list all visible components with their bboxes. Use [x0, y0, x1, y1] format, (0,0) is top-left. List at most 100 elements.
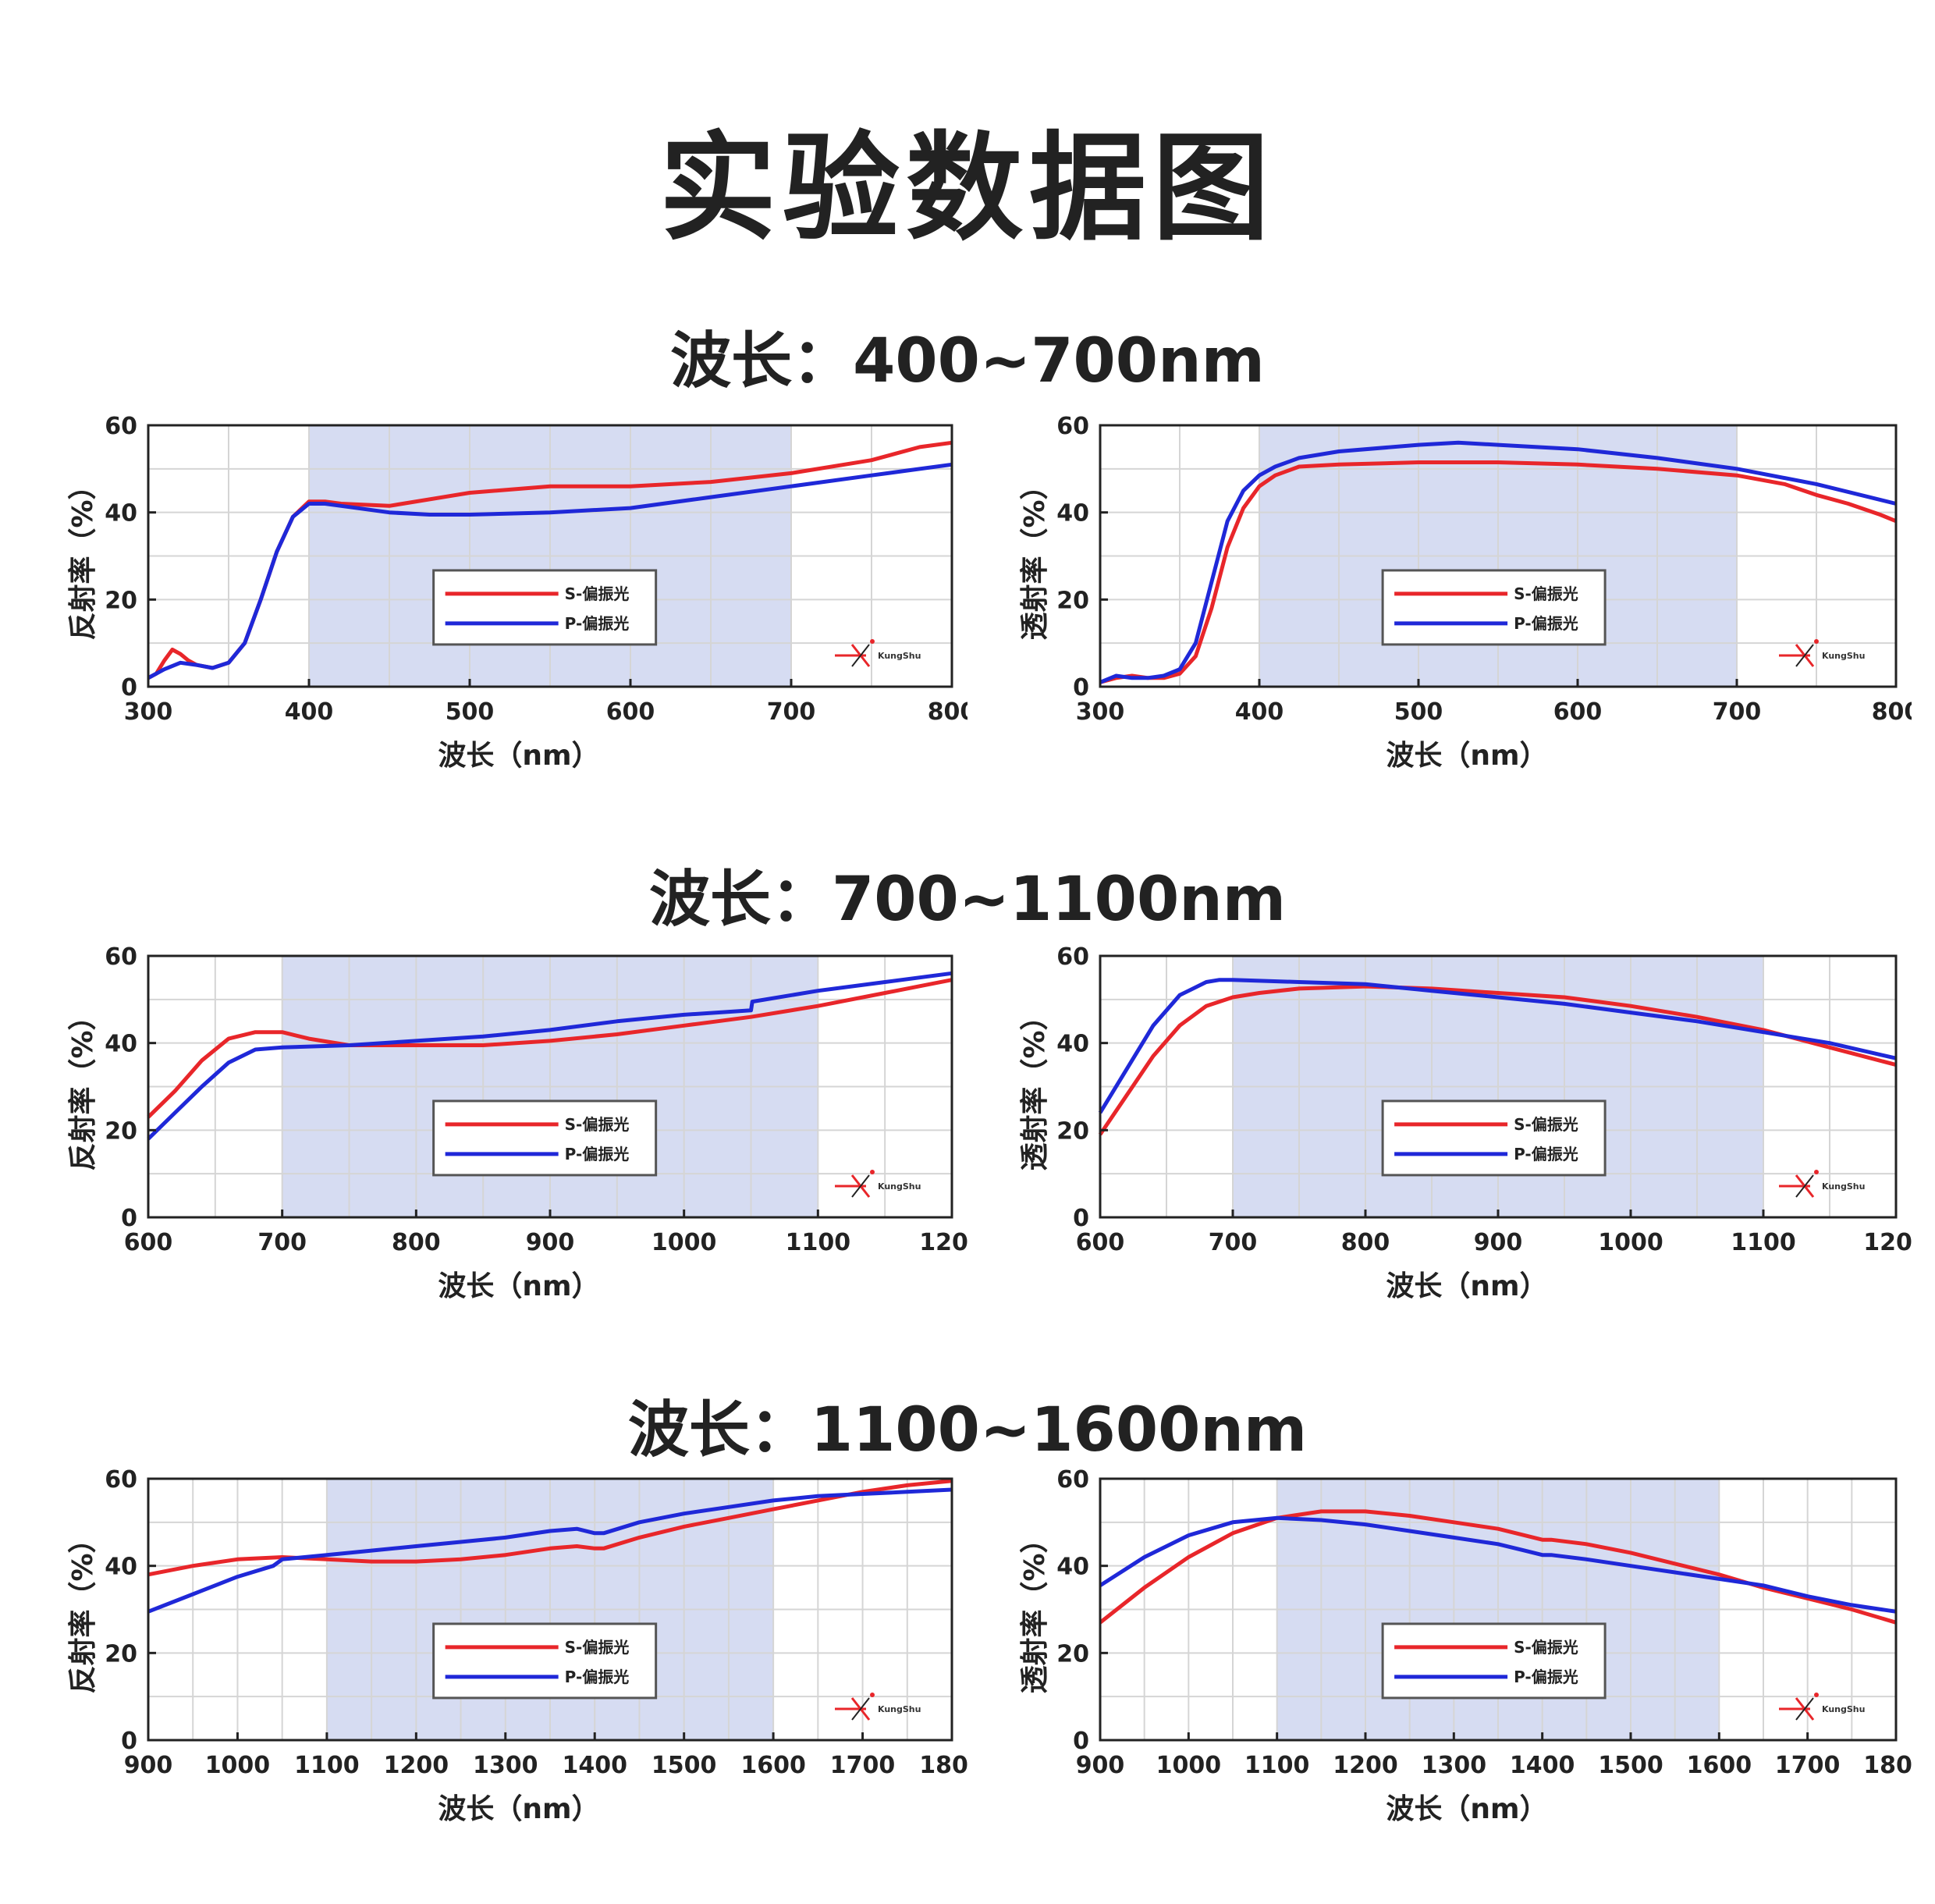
legend: S-偏振光 P-偏振光: [432, 1622, 658, 1700]
chart-transmittance-400-700: 300 400 500 600 700 800 0 20 40 60 波长（nm） 透射率（%） S-偏…: [1019, 413, 1912, 772]
x-tick-label: 1000: [205, 1752, 271, 1779]
x-tick-label: 500: [446, 698, 495, 726]
x-tick-label: 300: [124, 698, 173, 726]
y-tick-label: 60: [105, 943, 137, 971]
y-tick-label: 40: [105, 1554, 137, 1581]
legend-label-s: S-偏振光: [565, 1638, 630, 1657]
legend-box: [432, 1099, 658, 1177]
x-tick-label: 400: [285, 698, 334, 726]
y-axis-label: 反射率（%）: [67, 471, 99, 640]
x-tick-label: 1100: [1731, 1229, 1796, 1256]
section-title-2: 波长：700~1100nm: [648, 865, 1287, 935]
x-tick-label: 1100: [1244, 1752, 1310, 1779]
kungshu-laser-logo-icon: KungShu: [1779, 639, 1865, 667]
y-tick-label: 60: [1056, 413, 1089, 440]
y-tick-label: 40: [105, 500, 137, 528]
x-tick-label: 1300: [473, 1752, 538, 1779]
x-tick-label: 1500: [652, 1752, 717, 1779]
y-tick-label: 60: [1056, 1466, 1089, 1494]
y-tick-label: 40: [1056, 500, 1089, 528]
plot-frame: [147, 1477, 953, 1742]
y-tick-label: 20: [105, 1640, 137, 1668]
y-tick-label: 20: [105, 587, 137, 614]
x-tick-label: 1100: [786, 1229, 851, 1256]
y-tick-label: 60: [105, 1466, 137, 1494]
x-tick-label: 1200: [919, 1229, 968, 1256]
x-tick-label: 900: [1474, 1229, 1523, 1256]
chart-transmittance-700-1100: 600 700 800 900 1000 1100 1200 0 20 40 60 波长（nm） 透射率…: [1019, 943, 1912, 1302]
y-tick-label: 0: [121, 1205, 137, 1232]
x-tick-label: 500: [1394, 698, 1443, 726]
legend-box: [432, 1622, 658, 1700]
y-tick-label: 60: [105, 413, 137, 440]
y-tick-label: 0: [1073, 1205, 1089, 1232]
x-tick-label: 900: [526, 1229, 575, 1256]
legend-box: [1381, 1099, 1607, 1177]
plot-frame: [1099, 424, 1898, 688]
legend: S-偏振光 P-偏振光: [1381, 1099, 1607, 1177]
x-tick-label: 700: [1209, 1229, 1258, 1256]
legend-label-s: S-偏振光: [1514, 1638, 1578, 1657]
y-tick-label: 0: [121, 674, 137, 702]
x-tick-label: 1200: [1333, 1752, 1398, 1779]
section-title-3: 波长：1100~1600nm: [627, 1395, 1308, 1465]
x-tick-label: 1400: [562, 1752, 627, 1779]
series-line-p: [1098, 978, 1897, 1114]
logo-dot: [870, 1693, 875, 1697]
legend-label-p: P-偏振光: [1514, 1668, 1578, 1686]
y-axis-label: 透射率（%）: [1019, 1002, 1051, 1170]
kungshu-laser-logo-icon: KungShu: [1779, 1170, 1865, 1198]
x-tick-label: 1400: [1510, 1752, 1575, 1779]
logo-text: KungShu: [878, 1704, 921, 1714]
y-tick-label: 40: [1056, 1031, 1089, 1058]
x-axis-label: 波长（nm）: [438, 1793, 599, 1825]
x-tick-label: 800: [928, 698, 968, 726]
x-tick-label: 1100: [294, 1752, 360, 1779]
legend: S-偏振光 P-偏振光: [1381, 569, 1607, 646]
kungshu-laser-logo-icon: KungShu: [835, 639, 921, 667]
legend-label-p: P-偏振光: [565, 614, 630, 633]
logo-text: KungShu: [1822, 651, 1865, 661]
x-tick-label: 700: [767, 698, 816, 726]
y-tick-label: 20: [1056, 1117, 1089, 1145]
x-axis-label: 波长（nm）: [1386, 1270, 1547, 1302]
x-tick-label: 1700: [1775, 1752, 1841, 1779]
kungshu-laser-logo-icon: KungShu: [835, 1693, 921, 1721]
x-tick-label: 1200: [1863, 1229, 1912, 1256]
x-axis-label: 波长（nm）: [1386, 740, 1547, 772]
series-line-s: [1098, 984, 1897, 1136]
x-tick-label: 600: [606, 698, 655, 726]
x-tick-label: 800: [392, 1229, 441, 1256]
x-axis-label: 波长（nm）: [438, 740, 599, 772]
legend-label-s: S-偏振光: [1514, 1115, 1578, 1134]
legend-box: [432, 569, 658, 646]
legend: S-偏振光 P-偏振光: [432, 1099, 658, 1177]
series-line-p: [1099, 1515, 1897, 1614]
logo-cross-b: [1795, 1174, 1814, 1198]
x-tick-label: 800: [1872, 698, 1912, 726]
y-axis-label: 透射率（%）: [1019, 471, 1051, 640]
series-line-s: [147, 978, 953, 1119]
plot-frame: [147, 424, 953, 688]
logo-dot: [870, 639, 875, 644]
x-tick-label: 1700: [830, 1752, 896, 1779]
y-tick-label: 0: [1073, 674, 1089, 702]
x-tick-label: 1000: [1598, 1229, 1663, 1256]
chart-reflectance-700-1100: 600 700 800 900 1000 1100 1200 0 20 40 60 波长（nm） 反射率…: [67, 943, 968, 1302]
y-tick-label: 40: [105, 1031, 137, 1058]
x-tick-label: 800: [1341, 1229, 1390, 1256]
x-tick-label: 1000: [652, 1229, 717, 1256]
logo-dot: [1814, 639, 1819, 644]
y-tick-label: 0: [1073, 1728, 1089, 1755]
page-title: 实验数据图: [659, 121, 1276, 257]
legend-label-p: P-偏振光: [565, 1145, 630, 1163]
y-axis-label: 透射率（%）: [1019, 1525, 1051, 1693]
x-tick-label: 600: [1553, 698, 1603, 726]
series-line-p: [1099, 440, 1897, 684]
series-line-p: [147, 462, 953, 680]
logo-dot: [870, 1170, 875, 1174]
x-tick-label: 1600: [740, 1752, 806, 1779]
legend-box: [1381, 1622, 1607, 1700]
